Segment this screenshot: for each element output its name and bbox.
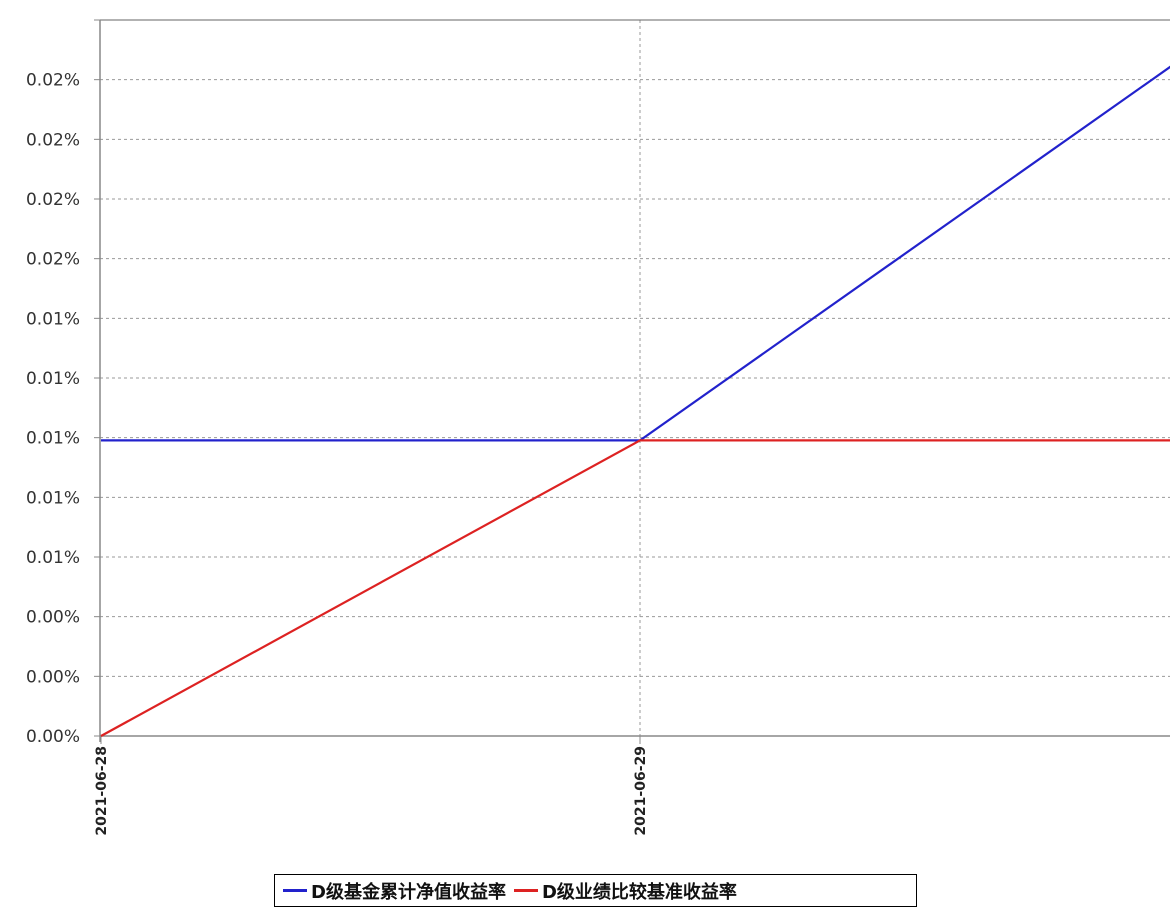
y-tick-label: 0.01%	[26, 309, 80, 329]
y-axis-ticks: 0.00% 0.00% 0.00% 0.01% 0.01% 0.01% 0.01% 0.01%…	[26, 19, 100, 747]
y-tick-label: 0.02%	[26, 130, 80, 150]
series-lines	[100, 65, 1170, 737]
legend-item-series-0: D级基金累计净值收益率	[283, 878, 506, 904]
legend-swatch-series-1	[513, 889, 538, 892]
y-tick-label: 0.01%	[26, 429, 80, 449]
series-line-0	[101, 65, 1170, 442]
legend-label-series-1: D级业绩比较基准收益率	[541, 881, 737, 903]
x-axis-ticks: 2021-06-28 2021-06-29	[94, 736, 649, 836]
legend-item-series-1: D级业绩比较基准收益率	[513, 878, 737, 904]
legend-swatch-series-0	[283, 889, 307, 892]
y-tick-label: 0.00%	[26, 667, 80, 687]
y-tick-label: 0.00%	[26, 608, 80, 628]
y-tick-label: 0.01%	[26, 488, 80, 508]
y-tick-label: 0.02%	[26, 71, 80, 91]
grid-lines	[100, 20, 1170, 736]
axes	[99, 19, 1170, 742]
y-tick-label: 0.02%	[26, 250, 80, 270]
series-line-1	[100, 439, 1170, 737]
y-tick-label: 0.02%	[26, 190, 80, 210]
legend-label-series-0: D级基金累计净值收益率	[311, 881, 506, 903]
x-tick-label: 2021-06-29	[633, 746, 649, 836]
y-tick-label: 0.01%	[26, 548, 80, 568]
legend: D级基金累计净值收益率 D级业绩比较基准收益率	[274, 874, 917, 907]
y-tick-label: 0.00%	[26, 727, 80, 747]
x-tick-label: 2021-06-28	[94, 746, 110, 836]
y-tick-label: 0.01%	[26, 369, 80, 389]
